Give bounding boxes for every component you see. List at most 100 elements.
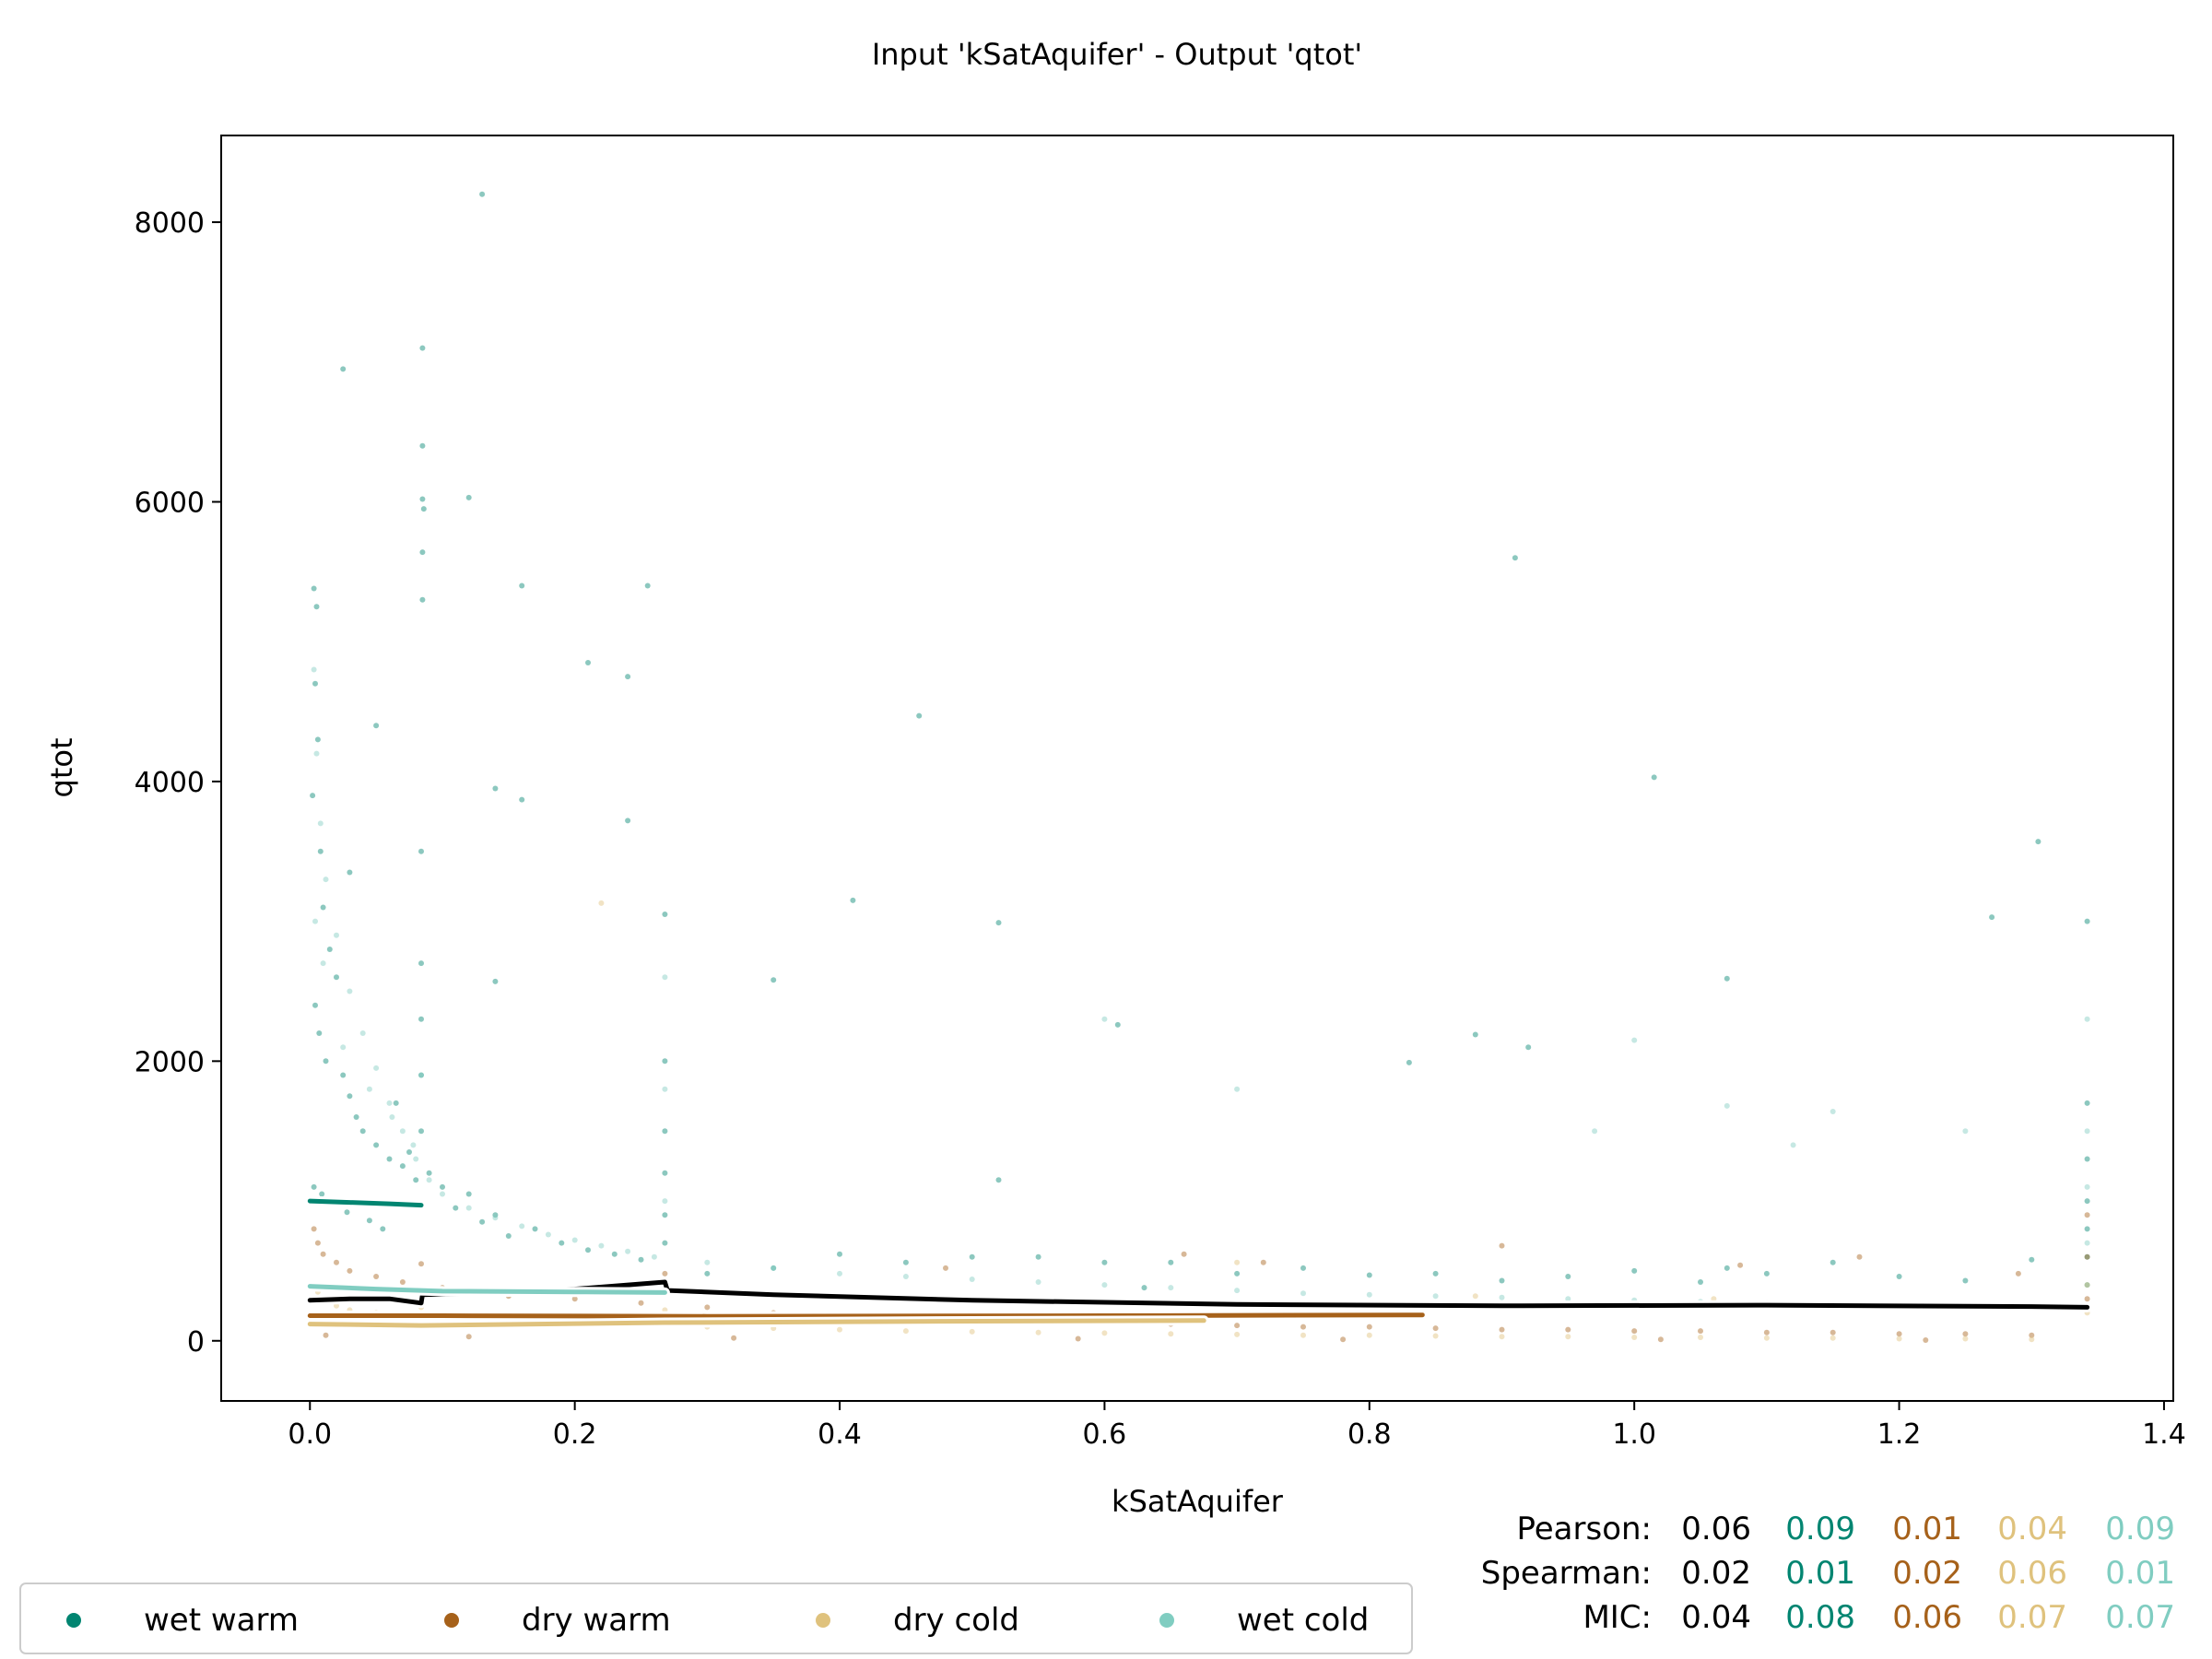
data-point: [2084, 1156, 2090, 1162]
data-point: [2084, 1253, 2090, 1260]
data-point: [704, 1259, 711, 1265]
data-point: [440, 1183, 445, 1190]
data-point: [2015, 1270, 2021, 1277]
data-point: [1472, 1031, 1478, 1038]
data-point: [662, 1240, 668, 1246]
data-point: [465, 494, 472, 500]
data-point: [418, 1072, 424, 1078]
data-point: [969, 1328, 975, 1335]
data-point: [1763, 1329, 1770, 1335]
data-point: [1366, 1324, 1372, 1330]
data-point: [1565, 1326, 1571, 1333]
stat-value: 0.04: [1997, 1511, 2067, 1547]
data-point: [418, 1016, 424, 1022]
x-axis-label: kSatAquifer: [1112, 1484, 1284, 1519]
stat-value: 0.01: [1785, 1555, 1855, 1592]
data-point: [1472, 1293, 1478, 1300]
legend-box: [19, 1583, 1413, 1654]
data-point: [662, 1086, 668, 1092]
data-point: [1923, 1337, 1929, 1343]
x-tick-label: 0.4: [818, 1418, 862, 1451]
y-tick-label: 2000: [135, 1046, 205, 1078]
data-point: [585, 1247, 591, 1253]
legend: wet warm dry warm dry cold wet cold: [19, 1583, 1413, 1654]
data-point: [334, 1302, 339, 1309]
x-tick-label: 0.2: [553, 1418, 597, 1451]
data-point: [399, 1163, 406, 1170]
data-point: [492, 785, 499, 792]
data-point: [386, 1156, 393, 1162]
trend-line-wet-cold: [307, 1284, 667, 1295]
data-point: [2084, 918, 2090, 924]
data-point: [662, 1128, 668, 1135]
trend-line-all: [307, 1279, 2090, 1310]
data-point: [662, 1212, 668, 1218]
data-point: [418, 1128, 424, 1135]
data-point: [320, 1251, 326, 1257]
data-point: [1592, 1128, 1598, 1135]
data-point: [419, 345, 426, 351]
data-point: [1651, 774, 1657, 781]
data-point: [312, 680, 318, 687]
data-point: [366, 1086, 372, 1092]
data-point: [2084, 1183, 2090, 1190]
data-point: [2084, 1100, 2090, 1106]
series-wet-cold: [311, 666, 2090, 1312]
data-point: [1234, 1331, 1241, 1337]
data-point: [314, 1240, 321, 1246]
data-point: [1724, 1102, 1730, 1109]
data-point: [1366, 1272, 1372, 1278]
y-tick-label: 0: [187, 1326, 205, 1359]
data-point: [373, 1142, 380, 1148]
data-point: [393, 1100, 399, 1106]
data-point: [1962, 1277, 1969, 1284]
data-point: [418, 960, 424, 967]
data-point: [334, 932, 339, 938]
data-point: [316, 1030, 323, 1036]
data-point: [916, 712, 923, 719]
data-point: [492, 1212, 499, 1218]
y-tick-label: 4000: [135, 767, 205, 799]
data-point: [1366, 1332, 1372, 1338]
data-point: [662, 1198, 668, 1205]
data-point: [2029, 1332, 2035, 1338]
stat-label: MIC:: [1583, 1599, 1652, 1636]
data-point: [1737, 1262, 1744, 1268]
data-point: [598, 1242, 605, 1249]
data-point: [1234, 1086, 1241, 1092]
data-point: [347, 1267, 353, 1274]
data-point: [1035, 1279, 1041, 1285]
data-point: [314, 736, 321, 743]
data-point: [334, 1259, 339, 1265]
data-point: [638, 1256, 644, 1263]
data-point: [1234, 1270, 1241, 1277]
data-point: [1114, 1021, 1121, 1028]
data-point: [465, 1205, 472, 1211]
data-point: [1035, 1253, 1041, 1260]
data-point: [1698, 1328, 1703, 1335]
data-point: [418, 848, 424, 854]
data-point: [465, 1334, 472, 1340]
data-point: [1565, 1334, 1571, 1340]
data-point: [662, 1270, 668, 1277]
data-point: [1499, 1242, 1505, 1249]
stat-value: 0.06: [1681, 1511, 1751, 1547]
data-point: [386, 1100, 393, 1106]
data-point: [323, 1332, 329, 1338]
data-point: [2084, 1226, 2090, 1232]
y-tick-label: 6000: [135, 487, 205, 519]
data-point: [323, 1058, 329, 1065]
data-point: [611, 1251, 618, 1257]
data-point: [2035, 839, 2041, 845]
data-point: [1499, 1326, 1505, 1333]
plot-frame: [220, 135, 2174, 1402]
data-point: [1830, 1335, 1836, 1341]
data-point: [1141, 1285, 1147, 1291]
stat-value: 0.09: [1785, 1511, 1855, 1547]
stat-label: Pearson:: [1516, 1511, 1652, 1547]
data-point: [1565, 1296, 1571, 1302]
data-point: [418, 1261, 424, 1267]
x-tick-label: 1.0: [1612, 1418, 1656, 1451]
correlation-stats: Pearson: 0.06 0.09 0.01 0.04 0.09 Spearman: 0.0…: [1481, 1511, 2175, 1636]
